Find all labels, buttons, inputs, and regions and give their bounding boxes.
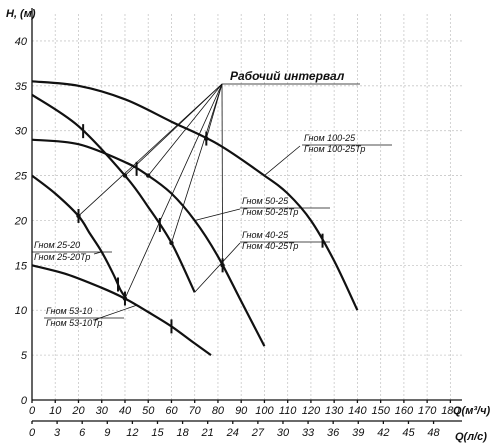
label-leader <box>264 145 301 176</box>
label-gnom-50-25tr: Гном 50-25Тр <box>242 207 298 217</box>
label-leader <box>194 208 241 221</box>
leader-dot <box>204 136 209 141</box>
label-gnom-53-10: Гном 53-10 <box>46 306 92 316</box>
x-tick-label: 70 <box>189 405 202 417</box>
y-tick-label: 0 <box>21 395 28 407</box>
x-tick-label: 100 <box>255 405 274 417</box>
x2-tick-label: 48 <box>427 427 440 439</box>
x-tick-label: 80 <box>212 405 225 417</box>
y-tick-label: 5 <box>21 350 28 362</box>
x2-tick-label: 33 <box>302 427 315 439</box>
x2-tick-label: 24 <box>226 427 239 439</box>
x2-tick-label: 30 <box>277 427 290 439</box>
performance-curve-0 <box>31 264 212 356</box>
x-tick-label: 60 <box>165 405 178 417</box>
label-gnom-100-25: Гном 100-25 <box>304 133 356 143</box>
x-axis-title: Q(м³/ч) <box>453 405 490 417</box>
performance-curve-1 <box>31 174 126 298</box>
leader-dot <box>122 296 128 301</box>
x-tick-label: 10 <box>49 405 62 417</box>
x-tick-label: 20 <box>71 405 85 417</box>
x2-tick-label: 6 <box>79 427 86 439</box>
y-tick-label: 35 <box>15 81 28 93</box>
annotation-leader <box>147 83 223 176</box>
y-axis-title: H, (м) <box>6 8 36 20</box>
label-gnom-40-25: Гном 40-25 <box>242 230 289 240</box>
grid-layer <box>32 14 462 400</box>
x2-tick-label: 42 <box>377 427 389 439</box>
x2-tick-label: 18 <box>176 427 189 439</box>
work-interval-annotation: Рабочий интервал <box>230 69 345 83</box>
x-tick-label: 40 <box>119 405 132 417</box>
x2-tick-label: 27 <box>251 427 265 439</box>
label-gnom-40-25tr: Гном 40-25Тр <box>242 241 298 251</box>
x2-tick-label: 3 <box>54 427 61 439</box>
x2-tick-label: 15 <box>151 427 164 439</box>
x2-tick-label: 36 <box>327 427 340 439</box>
x-tick-label: 30 <box>96 405 109 417</box>
x-tick-label: 90 <box>235 405 248 417</box>
leader-dot <box>169 240 174 246</box>
performance-curve-3 <box>31 93 196 293</box>
label-layer <box>32 83 392 321</box>
y-tick-label: 10 <box>15 305 28 317</box>
x2-tick-label: 9 <box>104 427 110 439</box>
y-tick-label: 30 <box>15 126 28 138</box>
label-gnom-50-25: Гном 50-25 <box>242 196 289 206</box>
x2-tick-label: 45 <box>402 427 415 439</box>
x-tick-label: 120 <box>302 405 321 417</box>
annotation-leader <box>205 83 223 139</box>
annotation-leader <box>221 83 223 266</box>
label-gnom-100-25tr: Гном 100-25Тр <box>304 144 365 154</box>
x2-axis-title: Q(л/с) <box>455 431 487 443</box>
label-gnom-25-20: Гном 25-20 <box>34 240 80 250</box>
y-tick-label: 25 <box>14 171 28 183</box>
curve-layer <box>31 80 359 356</box>
y-tick-label: 20 <box>14 215 28 227</box>
x-tick-label: 180 <box>441 405 460 417</box>
x-tick-label: 130 <box>325 405 344 417</box>
y-tick-label: 40 <box>15 36 28 48</box>
label-gnom-25-20tr: Гном 25-20Тр <box>34 252 90 262</box>
label-leader <box>194 242 241 293</box>
x2-tick-label: 0 <box>29 427 36 439</box>
x2-tick-label: 12 <box>126 427 138 439</box>
x-tick-label: 160 <box>395 405 414 417</box>
leader-dot <box>122 173 128 178</box>
x2-tick-label: 39 <box>352 427 364 439</box>
x-tick-label: 50 <box>142 405 155 417</box>
x-tick-label: 110 <box>279 405 297 417</box>
x-tick-label: 170 <box>418 405 437 417</box>
label-gnom-53-10tr: Гном 53-10Тр <box>46 318 102 328</box>
leader-dot <box>220 263 225 268</box>
performance-curve-2 <box>31 138 266 347</box>
leader-dot <box>146 173 151 178</box>
annotation-leader <box>171 83 223 244</box>
x2-tick-label: 21 <box>201 427 214 439</box>
leader-dot <box>76 213 81 219</box>
label-leader <box>93 304 137 321</box>
annotation-leader <box>78 83 223 217</box>
x-tick-label: 140 <box>348 405 367 417</box>
annotation-leader <box>124 83 223 176</box>
y-tick-label: 15 <box>15 260 28 272</box>
annotation-leader <box>124 83 223 299</box>
x-tick-label: 0 <box>29 405 36 417</box>
x-tick-label: 150 <box>371 405 390 417</box>
